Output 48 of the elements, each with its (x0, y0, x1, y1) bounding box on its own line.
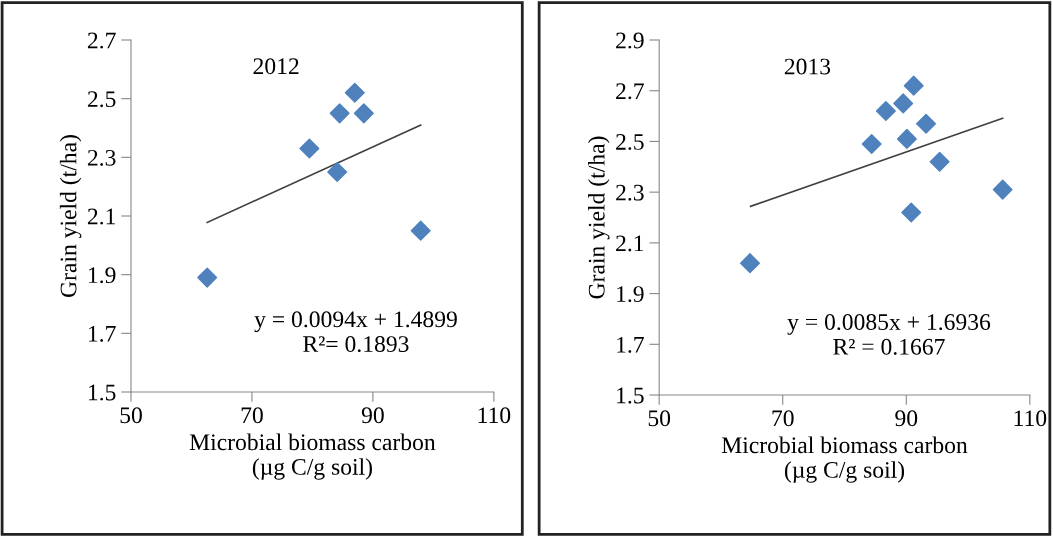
x-axis-title: Microbial biomass carbon (µg C/g soil) (189, 433, 436, 480)
y-tick-label: 2.5 (87, 91, 116, 108)
y-tick-label: 1.9 (617, 286, 644, 303)
y-tick-label: 1.7 (617, 336, 644, 353)
text: 2013 (784, 58, 831, 75)
y-tick-label: 2.1 (616, 235, 644, 252)
point (861, 133, 882, 154)
annotation: y = 0.0094x + 1.4899 R²= 0.1893 (254, 311, 457, 353)
annotation: y = 0.0085x + 1.6936 R² = 0.1667 (787, 314, 991, 355)
point (992, 179, 1013, 200)
y-tick-label: 2.5 (616, 134, 644, 150)
point (916, 113, 937, 134)
x-tick-label: 50 (120, 407, 142, 424)
y-tick-label: 1.5 (88, 384, 116, 401)
point (329, 103, 350, 124)
point (929, 151, 950, 172)
point (893, 93, 914, 114)
point (197, 267, 218, 288)
point (299, 138, 320, 159)
x-axis-title: Microbial biomass carbon (µg C/g soil) (721, 436, 968, 483)
x-tick-label: 90 (361, 407, 384, 424)
point (896, 128, 917, 149)
y-tick-label: 2.3 (87, 149, 116, 166)
text: 2012 (253, 58, 299, 75)
point (903, 75, 924, 96)
y-tick-label: 2.7 (616, 83, 644, 100)
y-tick-label: 2.9 (616, 32, 644, 49)
point (901, 202, 922, 223)
y-tick-label: 2.3 (616, 184, 644, 201)
x-tick-label: 90 (895, 410, 918, 427)
y-axis-title: Grain yield (t/ha) (588, 136, 610, 299)
point (410, 220, 431, 241)
y-tick-label: 1.9 (88, 267, 116, 284)
y-tick-label: 2.1 (87, 208, 115, 225)
x-tick-label: 110 (1014, 410, 1047, 427)
y-tick-label: 1.5 (617, 387, 644, 404)
y-tick-label: 2.7 (87, 32, 116, 49)
x-tick-label: 50 (648, 410, 671, 427)
point (327, 161, 348, 183)
point (875, 100, 896, 122)
x-tick-label: 70 (241, 407, 263, 424)
y-tick-label: 1.7 (88, 325, 116, 342)
y-axis-title: Grain yield (t/ha) (59, 135, 82, 297)
point (353, 103, 374, 124)
x-tick-label: 70 (772, 410, 794, 427)
point (739, 253, 761, 274)
point (344, 82, 365, 103)
x-tick-label: 110 (478, 407, 511, 424)
